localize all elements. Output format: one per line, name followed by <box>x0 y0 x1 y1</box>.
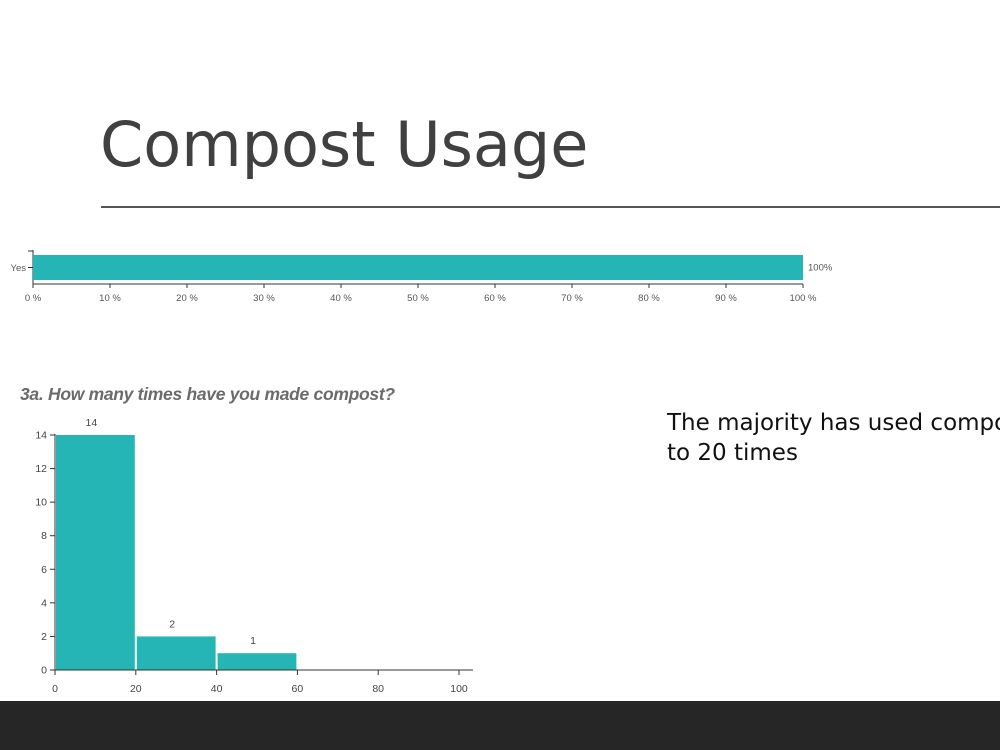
y-tick-label: 8 <box>41 530 47 542</box>
histogram-bar <box>217 653 297 670</box>
y-tick-label: 12 <box>35 463 47 475</box>
summary-text: The majority has used compost up to 20 t… <box>667 410 1000 466</box>
percent-bar-chart: Yes 100% 0 % 10 % 20 % 30 % 40 % 50 % 60 % 70 % 80… <box>11 250 833 304</box>
footer-bar <box>0 701 1000 750</box>
x-tick-label: 0 <box>52 683 58 695</box>
y-tick-label: 6 <box>41 564 47 576</box>
y-tick-label: 10 <box>35 497 47 509</box>
histogram-bar <box>56 435 135 670</box>
data-label: 2 <box>169 618 175 630</box>
x-tick-label: 80 <box>372 683 384 695</box>
x-tick-label: 40 % <box>330 293 352 304</box>
y-tick-label: 14 <box>35 430 47 442</box>
x-tick-label: 100 <box>450 683 468 695</box>
x-tick-label: 20 % <box>176 293 198 304</box>
histogram-bar <box>136 636 216 670</box>
y-tick-label: 4 <box>41 597 47 609</box>
data-label: 100% <box>808 263 833 274</box>
x-tick-label: 30 % <box>253 293 275 304</box>
x-tick-label: 10 % <box>99 293 121 304</box>
data-label: 14 <box>86 417 98 429</box>
data-label: 1 <box>250 635 256 647</box>
x-tick-label: 60 <box>292 683 304 695</box>
slide-title: Compost Usage <box>100 108 589 181</box>
y-tick-label: Yes <box>11 263 27 274</box>
x-tick-label: 40 <box>211 683 223 695</box>
x-tick-label: 0 % <box>25 293 42 304</box>
y-tick-label: 2 <box>41 631 47 643</box>
x-tick-label: 90 % <box>715 293 737 304</box>
x-tick-label: 70 % <box>561 293 583 304</box>
y-tick-label: 0 <box>41 665 47 677</box>
histogram-title: 3a. How many times have you made compost… <box>20 384 395 404</box>
title-divider <box>101 206 1000 208</box>
x-tick-label: 100 % <box>790 293 817 304</box>
x-tick-label: 60 % <box>484 293 506 304</box>
x-tick-label: 80 % <box>638 293 660 304</box>
x-tick-label: 50 % <box>407 293 429 304</box>
bar-yes <box>33 255 803 280</box>
x-tick-label: 20 <box>130 683 142 695</box>
